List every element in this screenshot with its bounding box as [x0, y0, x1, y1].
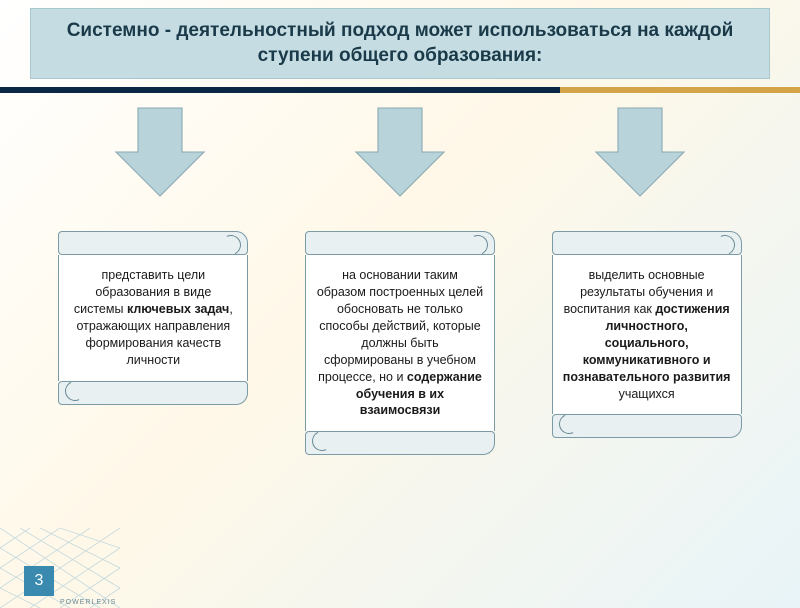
title-text: Системно - деятельностный подход может и… [67, 20, 734, 66]
scroll-curl-top [305, 231, 495, 255]
scroll-2: на основании таким образом построенных ц… [305, 231, 495, 455]
scroll-1: представить цели образования в виде сист… [58, 231, 248, 404]
scroll-curl-bottom [305, 431, 495, 455]
arrow-down-1 [105, 97, 215, 207]
logo-text: POWERLEXIS [60, 599, 116, 606]
scroll-body-1: представить цели образования в виде сист… [58, 255, 248, 380]
scrolls-row: представить цели образования в виде сист… [0, 231, 800, 455]
title-box: Системно - деятельностный подход может и… [30, 8, 770, 79]
scroll-3: выделить основные результаты обучения и … [552, 231, 742, 438]
scroll-curl-bottom [552, 414, 742, 438]
arrows-row [0, 97, 800, 207]
page-number: 3 [24, 566, 54, 596]
arrow-down-3 [585, 97, 695, 207]
corner-decoration [0, 528, 120, 608]
scroll-body-2: на основании таким образом построенных ц… [305, 255, 495, 431]
scroll-curl-top [58, 231, 248, 255]
scroll-curl-top [552, 231, 742, 255]
scroll-curl-bottom [58, 381, 248, 405]
page-number-text: 3 [35, 572, 44, 590]
arrow-down-2 [345, 97, 455, 207]
scroll-body-3: выделить основные результаты обучения и … [552, 255, 742, 414]
divider-bar [0, 87, 800, 93]
